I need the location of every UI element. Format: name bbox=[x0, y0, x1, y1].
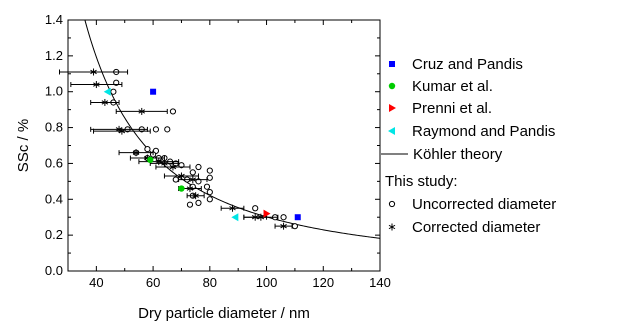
x-tick-label: 60 bbox=[146, 275, 160, 290]
asterisk-stroke bbox=[138, 109, 146, 114]
point-uncorrected-diameter bbox=[144, 145, 151, 153]
point-uncorrected-diameter bbox=[252, 205, 259, 212]
point-uncorrected-diameter bbox=[152, 126, 160, 133]
asterisk-stroke bbox=[257, 215, 265, 220]
point-uncorrected-diameter bbox=[195, 163, 202, 171]
point-uncorrected-diameter bbox=[206, 189, 213, 196]
asterisk-stroke bbox=[155, 159, 163, 164]
asterisk-stroke bbox=[189, 177, 197, 182]
point-uncorrected-diameter bbox=[169, 108, 177, 115]
legend-swatch-corrected-diameter bbox=[388, 223, 396, 231]
point-uncorrected-diameter bbox=[110, 88, 117, 95]
point-uncorrected-diameter bbox=[291, 223, 299, 230]
asterisk-stroke bbox=[178, 173, 185, 179]
point-uncorrected-diameter bbox=[172, 176, 179, 183]
legend-swatch-kumar-et-al- bbox=[388, 82, 396, 90]
point-cruz-and-pandis bbox=[150, 88, 157, 95]
legend-label-raymond-and-pandis: Raymond and Pandis bbox=[412, 123, 555, 140]
point-uncorrected-diameter bbox=[189, 169, 196, 176]
point-kumar-et-al- bbox=[147, 156, 154, 164]
x-tick-label: 100 bbox=[256, 275, 278, 290]
legend-label-uncorrected-diameter: Uncorrected diameter bbox=[412, 196, 556, 213]
legend-swatch-uncorrected-diameter bbox=[388, 200, 396, 208]
y-tick-label: 0.2 bbox=[45, 227, 63, 242]
point-raymond-and-pandis bbox=[103, 87, 111, 96]
legend: Cruz and Pandis Kumar et al. Prenni et al.… bbox=[381, 56, 556, 236]
point-corrected-diameter bbox=[169, 163, 177, 171]
legend-label-corrected-diameter: Corrected diameter bbox=[412, 219, 540, 236]
y-tick-label: 1.0 bbox=[45, 84, 63, 99]
asterisk-stroke bbox=[118, 128, 126, 134]
point-corrected-diameter bbox=[101, 98, 109, 106]
point-corrected-diameter bbox=[90, 68, 97, 76]
point-corrected-diameter bbox=[192, 192, 199, 200]
point-kumar-et-al- bbox=[178, 185, 185, 192]
y-tick-label: 1.2 bbox=[45, 48, 63, 63]
point-corrected-diameter bbox=[229, 204, 236, 212]
asterisk-stroke bbox=[161, 161, 168, 166]
point-uncorrected-diameter bbox=[195, 199, 202, 206]
point-corrected-diameter bbox=[186, 185, 194, 193]
y-tick-label: 0.4 bbox=[45, 191, 63, 206]
point-cruz-and-pandis bbox=[294, 214, 301, 221]
legend-swatch-cruz-and-pandis bbox=[389, 61, 395, 67]
point-uncorrected-diameter bbox=[206, 167, 213, 174]
asterisk-stroke bbox=[229, 206, 236, 211]
point-corrected-diameter bbox=[93, 81, 100, 89]
legend-label-k-hler-theory: Köhler theory bbox=[413, 146, 503, 163]
y-tick-label: 1.4 bbox=[45, 12, 63, 27]
point-raymond-and-pandis bbox=[231, 213, 239, 222]
point-corrected-diameter bbox=[155, 158, 163, 166]
y-tick-label: 0.0 bbox=[45, 263, 63, 278]
point-uncorrected-diameter bbox=[206, 174, 213, 181]
point-corrected-diameter bbox=[118, 127, 126, 135]
x-axis-title: Dry particle diameter / nm bbox=[138, 305, 310, 322]
x-tick-label: 120 bbox=[312, 275, 334, 290]
point-uncorrected-diameter bbox=[280, 214, 287, 221]
x-tick-label: 80 bbox=[203, 275, 217, 290]
asterisk-stroke bbox=[90, 69, 97, 75]
y-tick-label: 0.8 bbox=[45, 120, 63, 135]
plot-area bbox=[67, 19, 381, 272]
asterisk-stroke bbox=[101, 100, 109, 105]
asterisk-stroke bbox=[169, 164, 177, 170]
asterisk-stroke bbox=[186, 186, 194, 191]
legend-header: This study: bbox=[385, 173, 458, 190]
plot-frame bbox=[67, 19, 381, 272]
asterisk-stroke bbox=[192, 193, 199, 198]
y-axis: 0.0 0.2 0.4 0.6 0.8 1.0 1.2 1.4 bbox=[45, 12, 380, 278]
y-axis-title: SSc / % bbox=[15, 119, 32, 172]
point-corrected-diameter bbox=[161, 159, 168, 167]
x-tick-label: 40 bbox=[89, 275, 103, 290]
point-uncorrected-diameter bbox=[186, 201, 194, 208]
point-uncorrected-diameter bbox=[206, 196, 213, 203]
data-marks bbox=[58, 68, 301, 230]
legend-label-kumar-et-al-: Kumar et al. bbox=[412, 78, 493, 95]
point-corrected-diameter bbox=[189, 176, 197, 184]
point-corrected-diameter bbox=[178, 172, 185, 180]
point-uncorrected-diameter bbox=[203, 183, 211, 190]
point-corrected-diameter bbox=[257, 213, 265, 221]
point-corrected-diameter bbox=[132, 149, 140, 157]
y-tick-label: 0.6 bbox=[45, 155, 63, 170]
asterisk-stroke bbox=[93, 82, 100, 87]
point-corrected-diameter bbox=[138, 107, 146, 115]
legend-swatch-prenni-et-al- bbox=[389, 104, 396, 112]
x-axis: 40 60 80 100 120 140 bbox=[67, 20, 391, 290]
point-uncorrected-diameter bbox=[164, 126, 171, 133]
asterisk-stroke bbox=[132, 150, 140, 155]
asterisk-stroke bbox=[280, 223, 287, 229]
asterisk-stroke bbox=[388, 224, 396, 230]
x-tick-label: 140 bbox=[369, 275, 391, 290]
point-corrected-diameter bbox=[280, 222, 287, 230]
legend-swatch-raymond-and-pandis bbox=[388, 127, 395, 135]
legend-label-prenni-et-al-: Prenni et al. bbox=[412, 100, 492, 117]
point-prenni-et-al- bbox=[263, 209, 271, 218]
legend-label-cruz-and-pandis: Cruz and Pandis bbox=[412, 56, 523, 73]
